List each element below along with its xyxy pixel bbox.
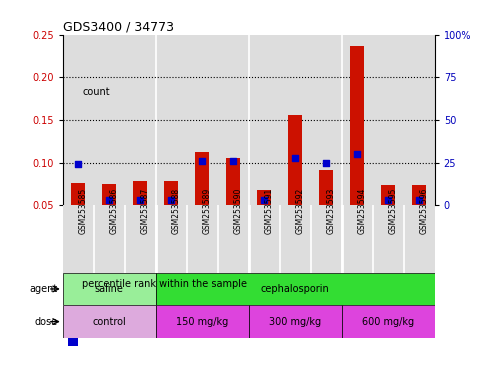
Bar	[319, 170, 333, 205]
Text: 300 mg/kg: 300 mg/kg	[269, 316, 321, 327]
Point	[415, 197, 423, 204]
Bar	[288, 115, 302, 205]
Point	[260, 197, 268, 204]
Bar	[412, 185, 426, 205]
Point	[136, 197, 144, 204]
Text: 600 mg/kg: 600 mg/kg	[362, 316, 414, 327]
Bar	[342, 305, 435, 338]
Bar	[133, 180, 147, 205]
Text: GSM253595: GSM253595	[388, 188, 397, 234]
Text: GSM253596: GSM253596	[419, 188, 428, 234]
Bar	[156, 273, 435, 305]
Text: GSM253589: GSM253589	[202, 188, 211, 234]
Bar	[71, 183, 85, 205]
Text: agent: agent	[30, 284, 58, 294]
Text: GSM253591: GSM253591	[264, 188, 273, 234]
Bar	[350, 46, 364, 205]
Point	[291, 154, 299, 161]
Point	[74, 161, 82, 167]
Text: GSM253587: GSM253587	[140, 188, 149, 234]
Text: GDS3400 / 34773: GDS3400 / 34773	[63, 20, 174, 33]
Bar	[102, 184, 116, 205]
Text: percentile rank within the sample: percentile rank within the sample	[82, 279, 247, 289]
Bar	[381, 185, 395, 205]
Point	[384, 197, 392, 204]
Text: dose: dose	[35, 316, 58, 327]
Text: 150 mg/kg: 150 mg/kg	[176, 316, 228, 327]
Bar	[68, 31, 78, 154]
Text: GSM253586: GSM253586	[109, 188, 118, 234]
Bar	[156, 305, 249, 338]
Bar	[195, 152, 209, 205]
Point	[322, 160, 330, 166]
Bar	[63, 305, 156, 338]
Text: GSM253590: GSM253590	[233, 188, 242, 234]
Bar	[249, 305, 342, 338]
Text: GSM253588: GSM253588	[171, 188, 180, 234]
Point	[229, 158, 237, 164]
Text: control: control	[92, 316, 126, 327]
Point	[105, 197, 113, 204]
Point	[354, 151, 361, 157]
Text: GSM253594: GSM253594	[357, 188, 366, 234]
Bar	[68, 223, 78, 346]
Text: GSM253593: GSM253593	[326, 188, 335, 234]
Bar	[63, 273, 156, 305]
Text: cephalosporin: cephalosporin	[261, 284, 329, 294]
Text: count: count	[82, 87, 110, 97]
Point	[168, 197, 175, 204]
Text: GSM253592: GSM253592	[295, 188, 304, 234]
Bar	[226, 157, 240, 205]
Text: saline: saline	[95, 284, 124, 294]
Bar	[257, 190, 271, 205]
Bar	[164, 180, 178, 205]
Text: GSM253585: GSM253585	[78, 188, 87, 234]
Point	[199, 158, 206, 164]
